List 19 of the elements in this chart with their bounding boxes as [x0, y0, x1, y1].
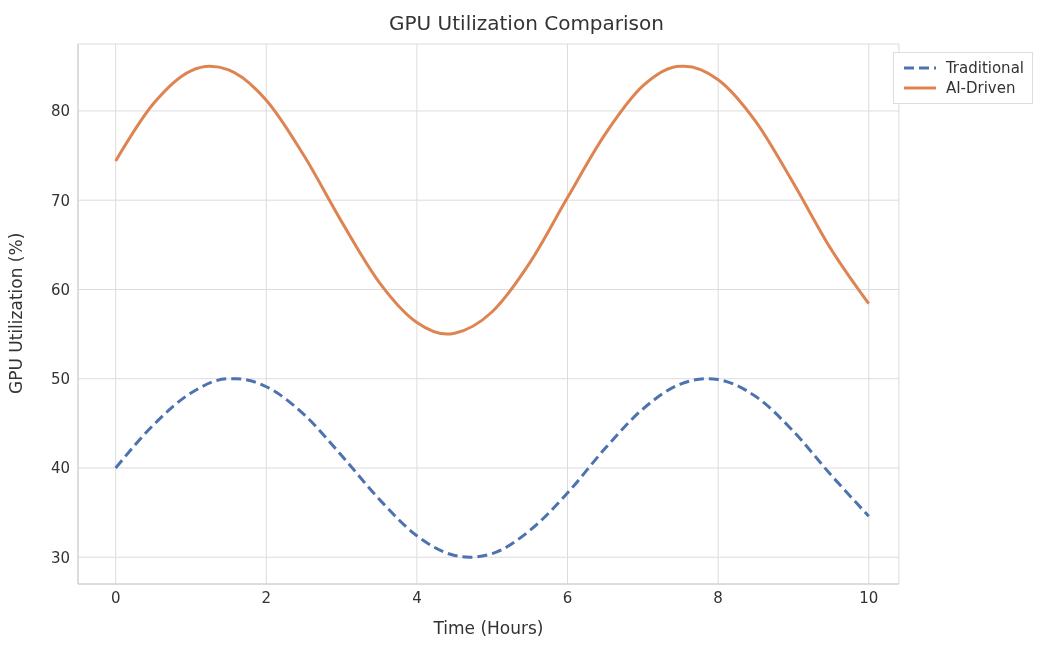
x-axis-title: Time (Hours) — [432, 618, 544, 638]
legend-label: Traditional — [945, 59, 1024, 77]
y-tick-label: 70 — [50, 191, 70, 210]
x-tick-label: 4 — [412, 588, 422, 607]
y-axis-title: GPU Utilization (%) — [6, 232, 27, 394]
x-tick-label: 2 — [261, 588, 272, 607]
x-tick-label: 0 — [110, 588, 121, 607]
x-tick-label: 8 — [713, 588, 723, 607]
y-tick-label: 40 — [50, 459, 70, 478]
y-tick-label: 80 — [50, 102, 70, 121]
legend-label: AI-Driven — [945, 79, 1016, 97]
y-tick-label: 30 — [50, 548, 70, 567]
x-tick-label: 10 — [859, 588, 879, 607]
chart-title: GPU Utilization Comparison — [388, 10, 665, 37]
line-series — [114, 377, 871, 559]
x-tick-label: 6 — [562, 588, 573, 607]
y-tick-label: 50 — [50, 370, 70, 389]
y-tick-label: 60 — [50, 280, 70, 299]
line-series — [114, 64, 871, 336]
